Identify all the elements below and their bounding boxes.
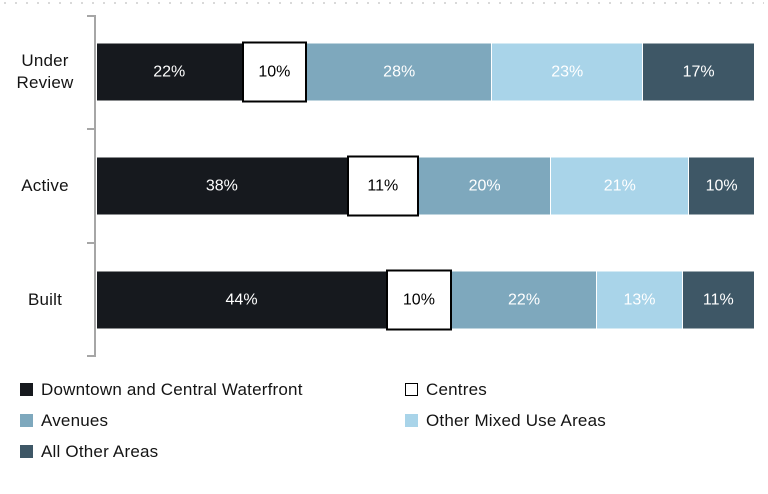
legend-label: Other Mixed Use Areas [426, 410, 606, 430]
bar-segment-other-mixed-use-areas: 23% [491, 43, 643, 101]
stacked-bar-under-review: 22% 10% 28% 23% 17% [97, 41, 754, 103]
bar-segment-centres: 11% [346, 155, 419, 217]
segment-value-label: 10% [402, 291, 435, 308]
segment-value-label: 10% [705, 177, 738, 194]
legend-label: Centres [426, 379, 487, 399]
segment-value-label: 28% [383, 63, 416, 80]
bar-segment-avenues: 22% [451, 271, 597, 329]
legend-label: All Other Areas [41, 441, 159, 461]
bar-segment-centres: 10% [386, 269, 452, 331]
segment-value-label: 11% [367, 177, 399, 194]
category-row-built: Built 44% 10% 22% 13% 11% [0, 243, 754, 357]
segment-value-label: 20% [468, 177, 501, 194]
bar-segment-downtown-and-central-waterfront: 44% [97, 271, 387, 329]
y-axis-tick [87, 355, 94, 357]
category-label-built: Built [27, 289, 63, 309]
y-axis-tick [87, 242, 94, 244]
segment-value-label: 17% [682, 63, 715, 80]
legend-swatch-icon [20, 445, 33, 458]
segment-value-label: 22% [153, 63, 186, 80]
bar-segment-downtown-and-central-waterfront: 38% [97, 157, 347, 215]
bar-segment-all-other-areas: 10% [688, 157, 754, 215]
chart-legend: Downtown and Central Waterfront Centres Av… [20, 374, 760, 467]
legend-swatch-icon [405, 414, 418, 427]
segment-value-label: 13% [623, 291, 656, 308]
stacked-bar-active: 38% 11% 20% 21% 10% [97, 155, 754, 217]
y-axis-tick [87, 15, 94, 17]
bar-segment-all-other-areas: 17% [642, 43, 754, 101]
segment-value-label: 11% [702, 291, 734, 308]
segment-value-label: 10% [258, 63, 291, 80]
legend-item-other-mixed-use-areas: Other Mixed Use Areas [405, 405, 760, 436]
segment-value-label: 44% [225, 291, 258, 308]
segment-value-label: 21% [603, 177, 636, 194]
legend-item-all-other-areas: All Other Areas [20, 436, 405, 467]
bar-segment-avenues: 28% [307, 43, 492, 101]
bar-segment-avenues: 20% [418, 157, 551, 215]
segment-value-label: 23% [551, 63, 584, 80]
plot-area: Under Review 22% 10% 28% 23% 17% Active 38% 11% 2… [0, 15, 754, 357]
legend-item-downtown-and-central-waterfront: Downtown and Central Waterfront [20, 374, 405, 405]
bar-segment-downtown-and-central-waterfront: 22% [97, 43, 242, 101]
figure-top-dashed-border [4, 2, 764, 4]
legend-swatch-icon [20, 414, 33, 427]
bar-segment-other-mixed-use-areas: 21% [550, 157, 689, 215]
segment-value-label: 22% [508, 291, 541, 308]
legend-item-avenues: Avenues [20, 405, 405, 436]
y-axis-line [94, 15, 96, 357]
category-label-active: Active [21, 175, 69, 195]
bar-segment-other-mixed-use-areas: 13% [596, 271, 682, 329]
bar-segment-centres: 10% [241, 41, 308, 103]
bar-segment-all-other-areas: 11% [681, 271, 754, 329]
segment-value-label: 38% [205, 177, 238, 194]
y-axis-tick [87, 128, 94, 130]
legend-swatch-icon [405, 383, 418, 396]
legend-label: Downtown and Central Waterfront [41, 379, 303, 399]
stacked-bar-built: 44% 10% 22% 13% 11% [97, 269, 754, 331]
category-row-active: Active 38% 11% 20% 21% 10% [0, 129, 754, 243]
legend-label: Avenues [41, 410, 109, 430]
legend-item-centres: Centres [405, 374, 760, 405]
legend-swatch-icon [20, 383, 33, 396]
category-row-under-review: Under Review 22% 10% 28% 23% 17% [0, 15, 754, 129]
category-label-under-review: Under Review [16, 50, 74, 92]
